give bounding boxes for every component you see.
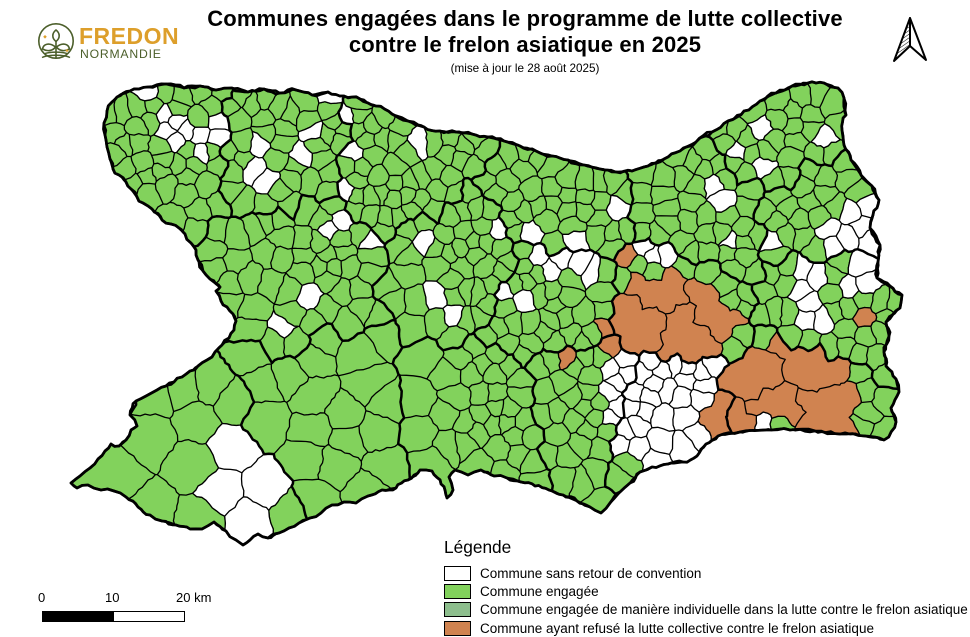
svg-text:FREDON: FREDON — [79, 23, 179, 49]
svg-text:NORMANDIE: NORMANDIE — [80, 47, 162, 61]
